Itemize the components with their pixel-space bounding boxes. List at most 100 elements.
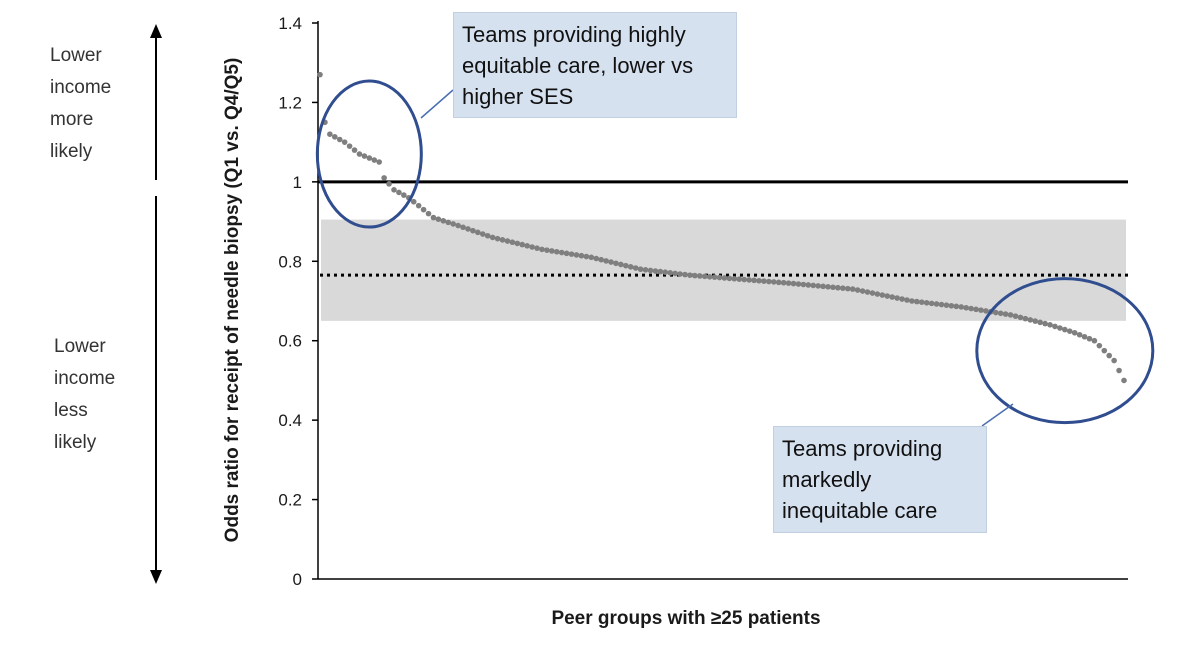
data-point [889, 294, 895, 300]
data-point [420, 206, 427, 213]
data-point [997, 310, 1004, 317]
data-point [632, 265, 639, 271]
data-point [346, 143, 353, 149]
direction-arrow-layer [150, 24, 162, 584]
callout-equitable-care: Teams providing highly equitable care, l… [453, 12, 737, 118]
callout-equitable-line: higher SES [462, 84, 574, 109]
data-point [430, 214, 437, 221]
data-point [721, 275, 728, 281]
data-point [1012, 313, 1019, 319]
confidence-band-layer [321, 219, 1126, 321]
data-point [1007, 312, 1014, 318]
data-point [637, 266, 644, 273]
data-point [820, 283, 826, 290]
data-point [741, 276, 747, 283]
data-point [652, 268, 659, 274]
data-point [731, 275, 738, 282]
data-point [386, 181, 392, 187]
data-point [642, 267, 649, 273]
data-point [716, 274, 723, 281]
data-point [1032, 318, 1039, 324]
data-point [775, 279, 782, 286]
side-label-lower-line: less [54, 400, 88, 421]
data-point [958, 304, 965, 310]
data-point [1047, 322, 1053, 328]
data-point [593, 255, 600, 262]
data-point [736, 276, 743, 282]
data-point [509, 239, 516, 246]
data-point [869, 290, 876, 296]
y-tick-label: 0 [293, 570, 302, 589]
y-tick-label: 0.2 [278, 491, 302, 510]
data-point [1076, 331, 1083, 338]
data-point [1027, 317, 1034, 323]
data-point [706, 273, 713, 280]
shaded-band [321, 219, 1126, 321]
data-point [573, 252, 580, 258]
data-point [534, 245, 540, 251]
data-point [613, 260, 619, 267]
data-point [544, 247, 550, 253]
data-point [583, 253, 590, 260]
data-point [623, 262, 629, 269]
data-point [815, 283, 821, 289]
side-label-upper: Lower income more likely [50, 40, 111, 168]
data-point [1086, 335, 1093, 342]
data-point [1022, 315, 1029, 322]
data-point [770, 279, 777, 285]
data-point [968, 305, 974, 312]
data-point [657, 268, 664, 275]
data-point [1081, 333, 1088, 340]
data-point [440, 217, 447, 224]
data-point [396, 189, 402, 196]
data-point [401, 192, 407, 198]
data-point [766, 278, 772, 285]
data-point [410, 198, 417, 205]
data-point [1106, 352, 1113, 359]
data-point [603, 258, 609, 264]
data-point [450, 221, 456, 227]
data-point [1111, 357, 1117, 364]
data-point [529, 244, 535, 250]
data-point [894, 295, 900, 301]
data-point [978, 307, 984, 313]
data-point [840, 285, 846, 291]
data-point [549, 248, 555, 254]
data-point [1066, 328, 1073, 334]
y-tick-label: 0.6 [278, 332, 302, 351]
side-label-lower: Lower income less likely [54, 331, 115, 459]
data-point [475, 229, 481, 236]
data-point [618, 261, 624, 268]
highlight-circle-left [315, 79, 423, 229]
callout-inequitable-line: inequitable care [782, 498, 938, 523]
axes-layer: 0 0.2 0.4 0.6 0.8 1 1.2 1.4 [278, 14, 1128, 589]
data-point [884, 293, 891, 299]
data-point [662, 269, 669, 276]
data-point [854, 287, 861, 293]
data-point [687, 272, 693, 278]
data-point [761, 278, 767, 284]
data-point [810, 282, 817, 289]
data-point [331, 134, 338, 140]
data-point [904, 297, 910, 303]
data-point [918, 299, 925, 305]
side-label-upper-line: Lower [50, 45, 102, 66]
data-point [1052, 323, 1058, 330]
data-point [859, 288, 866, 294]
data-point [568, 251, 575, 257]
data-point [1096, 342, 1103, 349]
data-point [327, 131, 333, 137]
highlight-circles-layer [315, 79, 1155, 425]
data-point [391, 187, 397, 193]
leader-line-inequitable [981, 403, 1014, 427]
data-point [795, 281, 802, 287]
data-point [711, 274, 718, 280]
data-point [608, 259, 614, 265]
data-point [351, 147, 358, 153]
data-point [425, 210, 432, 217]
data-point [1116, 367, 1122, 374]
data-point [677, 271, 683, 277]
data-point [460, 224, 466, 231]
